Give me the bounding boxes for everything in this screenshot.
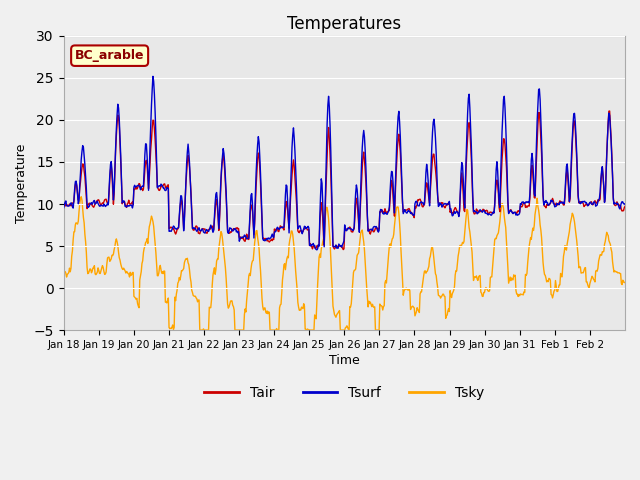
- Text: BC_arable: BC_arable: [75, 49, 145, 62]
- Tair: [435, 200, 442, 205]
- Legend: Tair, Tsurf, Tsky: Tair, Tsurf, Tsky: [199, 380, 490, 406]
- Tair: [606, 108, 614, 114]
- Tsurf: [125, 203, 133, 208]
- Tair: [278, 225, 285, 230]
- Line: Tair: Tair: [63, 111, 625, 250]
- Tsky: [258, 296, 266, 301]
- Tair: [339, 247, 347, 252]
- Line: Tsky: Tsky: [63, 197, 625, 330]
- Tsurf: [149, 73, 157, 79]
- Tsky: [77, 194, 85, 200]
- Tsky: [60, 268, 67, 274]
- Tsky: [230, 307, 238, 313]
- Y-axis label: Temperature: Temperature: [15, 144, 28, 223]
- Tsurf: [60, 205, 67, 211]
- Tair: [125, 201, 133, 207]
- X-axis label: Time: Time: [329, 354, 360, 367]
- Tsurf: [313, 247, 321, 253]
- Tsky: [127, 269, 134, 275]
- Tsurf: [230, 228, 237, 234]
- Tsky: [621, 279, 629, 285]
- Tair: [621, 204, 629, 209]
- Tsurf: [621, 202, 629, 207]
- Title: Temperatures: Temperatures: [287, 15, 401, 33]
- Tsky: [280, 271, 287, 276]
- Tsurf: [278, 224, 286, 230]
- Tsurf: [257, 192, 265, 197]
- Tsky: [404, 287, 412, 293]
- Tair: [257, 181, 264, 187]
- Tsky: [435, 293, 443, 299]
- Tair: [229, 228, 237, 233]
- Tsurf: [404, 209, 412, 215]
- Tsurf: [435, 203, 443, 208]
- Line: Tsurf: Tsurf: [63, 76, 625, 250]
- Tair: [60, 201, 67, 207]
- Tair: [403, 207, 411, 213]
- Tsky: [196, 327, 204, 333]
